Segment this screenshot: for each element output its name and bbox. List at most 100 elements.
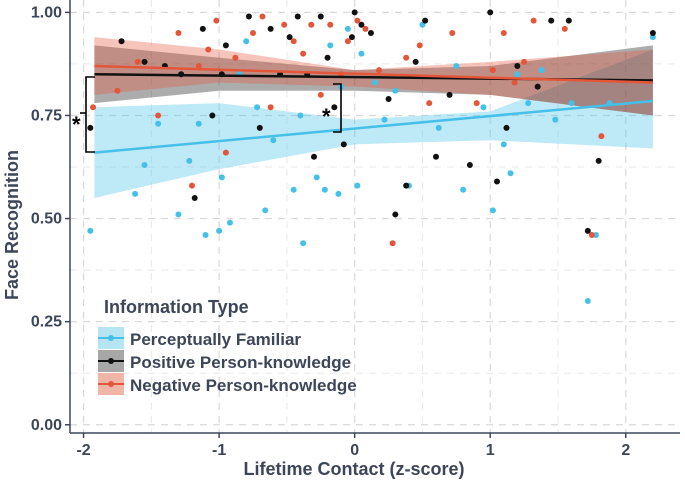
annotations: * * xyxy=(72,76,342,153)
point-positive-person-knowledge-35 xyxy=(494,178,500,185)
point-perceptually-familiar-35 xyxy=(480,104,487,111)
point-positive-person-knowledge-30 xyxy=(422,17,429,24)
point-perceptually-familiar-2 xyxy=(141,161,148,168)
point-negative-person-knowledge-38 xyxy=(598,133,605,140)
point-perceptually-familiar-1 xyxy=(132,190,139,197)
left-significance-star: * xyxy=(72,112,81,137)
point-negative-person-knowledge-27 xyxy=(416,42,423,49)
y-axis-title: Face Recognition xyxy=(2,150,22,300)
point-positive-person-knowledge-15 xyxy=(294,13,301,20)
point-negative-person-knowledge-37 xyxy=(588,232,595,239)
point-negative-person-knowledge-30 xyxy=(473,100,480,107)
point-positive-person-knowledge-7 xyxy=(209,112,216,119)
point-negative-person-knowledge-22 xyxy=(354,17,361,24)
point-perceptually-familiar-9 xyxy=(218,174,225,181)
left-bracket xyxy=(85,76,95,153)
point-positive-person-knowledge-24 xyxy=(358,21,365,28)
point-perceptually-familiar-44 xyxy=(584,298,591,305)
legend-label-perceptually-familiar: Perceptually Familiar xyxy=(130,330,301,349)
point-positive-person-knowledge-18 xyxy=(317,13,324,20)
x-tick-label-3: 1 xyxy=(486,442,495,459)
point-negative-person-knowledge-6 xyxy=(195,62,202,69)
point-positive-person-knowledge-21 xyxy=(340,141,347,148)
middle-significance-star: * xyxy=(322,104,331,129)
point-perceptually-familiar-38 xyxy=(507,170,514,177)
x-tick-label-1: -1 xyxy=(212,442,226,459)
point-perceptually-familiar-17 xyxy=(297,112,304,119)
point-perceptually-familiar-20 xyxy=(321,186,328,193)
point-perceptually-familiar-34 xyxy=(460,186,467,193)
point-perceptually-familiar-4 xyxy=(175,211,182,218)
point-negative-person-knowledge-31 xyxy=(489,67,496,74)
legend-dot-positive-person-knowledge xyxy=(108,358,114,364)
point-negative-person-knowledge-24 xyxy=(376,67,383,74)
point-positive-person-knowledge-22 xyxy=(348,34,355,41)
point-perceptually-familiar-0 xyxy=(87,227,94,234)
point-positive-person-knowledge-39 xyxy=(548,17,555,24)
point-perceptually-familiar-47 xyxy=(649,34,656,41)
point-perceptually-familiar-18 xyxy=(300,240,307,247)
point-perceptually-familiar-25 xyxy=(354,182,361,189)
point-perceptually-familiar-14 xyxy=(262,207,269,214)
point-negative-person-knowledge-15 xyxy=(290,38,297,45)
legend-label-positive-person-knowledge: Positive Person-knowledge xyxy=(130,353,351,372)
point-perceptually-familiar-43 xyxy=(568,100,575,107)
y-tick-label-0: 0.00 xyxy=(31,417,62,434)
confidence-bands xyxy=(94,37,653,198)
point-negative-person-knowledge-18 xyxy=(317,91,324,98)
point-perceptually-familiar-39 xyxy=(514,71,521,78)
point-positive-person-knowledge-42 xyxy=(595,157,602,164)
point-negative-person-knowledge-3 xyxy=(155,112,162,119)
point-positive-person-knowledge-20 xyxy=(331,104,338,111)
point-perceptually-familiar-41 xyxy=(538,67,545,74)
point-positive-person-knowledge-17 xyxy=(311,153,317,160)
point-negative-person-knowledge-36 xyxy=(561,25,568,32)
point-perceptually-familiar-37 xyxy=(500,141,507,148)
point-perceptually-familiar-16 xyxy=(290,186,297,193)
point-perceptually-familiar-28 xyxy=(381,116,388,123)
point-positive-person-knowledge-29 xyxy=(412,58,419,65)
point-negative-person-knowledge-32 xyxy=(500,29,507,36)
point-positive-person-knowledge-33 xyxy=(466,161,473,168)
legend-entry-positive-person-knowledge: Positive Person-knowledge xyxy=(98,350,351,372)
point-negative-person-knowledge-11 xyxy=(250,29,256,36)
point-positive-person-knowledge-40 xyxy=(565,17,572,24)
point-negative-person-knowledge-13 xyxy=(267,104,274,111)
point-positive-person-knowledge-6 xyxy=(199,25,206,32)
axes xyxy=(69,0,680,434)
point-positive-person-knowledge-43 xyxy=(649,29,656,36)
point-negative-person-knowledge-14 xyxy=(281,21,288,28)
point-negative-person-knowledge-23 xyxy=(362,25,369,32)
point-perceptually-familiar-27 xyxy=(372,79,378,86)
point-positive-person-knowledge-31 xyxy=(433,153,439,160)
point-positive-person-knowledge-5 xyxy=(191,194,198,201)
y-tick-label-3: 0.75 xyxy=(31,107,62,124)
point-negative-person-knowledge-0 xyxy=(90,104,97,111)
x-tick-label-0: -2 xyxy=(76,442,90,459)
point-positive-person-knowledge-0 xyxy=(87,124,94,131)
legend-label-negative-person-knowledge: Negative Person-knowledge xyxy=(130,376,357,395)
point-perceptually-familiar-40 xyxy=(525,100,532,107)
point-negative-person-knowledge-29 xyxy=(449,29,456,36)
fit-lines xyxy=(94,64,654,154)
point-positive-person-knowledge-19 xyxy=(324,54,331,61)
point-positive-person-knowledge-9 xyxy=(222,42,229,49)
point-perceptually-familiar-10 xyxy=(226,219,233,226)
point-negative-person-knowledge-5 xyxy=(189,182,195,189)
point-perceptually-familiar-12 xyxy=(243,38,250,45)
point-negative-person-knowledge-25 xyxy=(389,240,396,247)
point-positive-person-knowledge-28 xyxy=(403,182,410,189)
point-perceptually-familiar-32 xyxy=(435,124,442,131)
point-negative-person-knowledge-28 xyxy=(426,100,433,107)
point-positive-person-knowledge-32 xyxy=(446,91,453,98)
grid xyxy=(70,0,680,433)
fit-line-negative-person-knowledge xyxy=(94,64,653,84)
legend-entry-perceptually-familiar: Perceptually Familiar xyxy=(98,327,301,349)
point-perceptually-familiar-33 xyxy=(453,62,460,69)
point-positive-person-knowledge-12 xyxy=(267,25,274,32)
point-positive-person-knowledge-37 xyxy=(514,62,521,69)
point-negative-person-knowledge-2 xyxy=(134,58,141,65)
legend-dot-perceptually-familiar xyxy=(108,335,114,341)
